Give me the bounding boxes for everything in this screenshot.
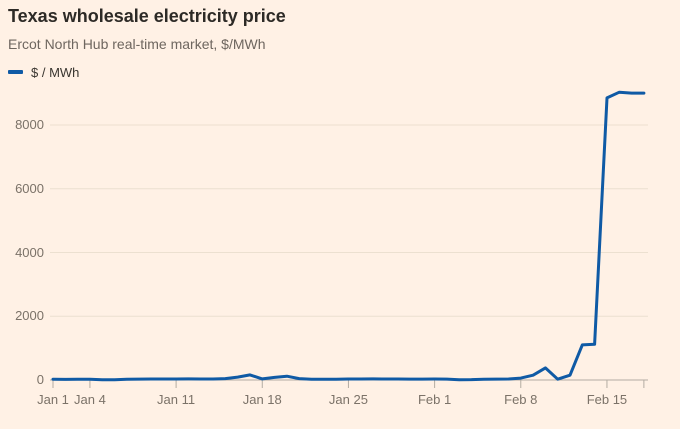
gridlines [50,124,648,317]
x-axis-label: Feb 15 [586,392,628,407]
x-axis-label: Feb 1 [417,392,452,407]
legend-label: $ / MWh [31,64,80,80]
price-line-series [51,90,646,382]
y-axis-label: 6000 [15,180,44,196]
x-axis-label: Jan 18 [242,392,282,407]
chart-title: Texas wholesale electricity price [8,6,286,26]
chart-subtitle: Ercot North Hub real-time market, $/MWh [8,36,266,52]
y-axis-label: 0 [36,372,44,387]
y-axis-label: 2000 [15,308,44,324]
x-axis-label: Jan 4 [74,392,106,407]
x-axis-label: Jan 25 [328,392,368,407]
x-axis-label: Jan 1 [37,392,69,407]
y-axis-label: 4000 [15,244,44,260]
x-axis-label: Feb 8 [504,392,538,407]
legend-line-swatch [8,70,23,74]
y-axis-label: 8000 [15,117,44,132]
x-axis-label: Jan 11 [157,392,196,407]
x-axis [50,379,648,388]
legend: $ / MWh [8,64,79,80]
